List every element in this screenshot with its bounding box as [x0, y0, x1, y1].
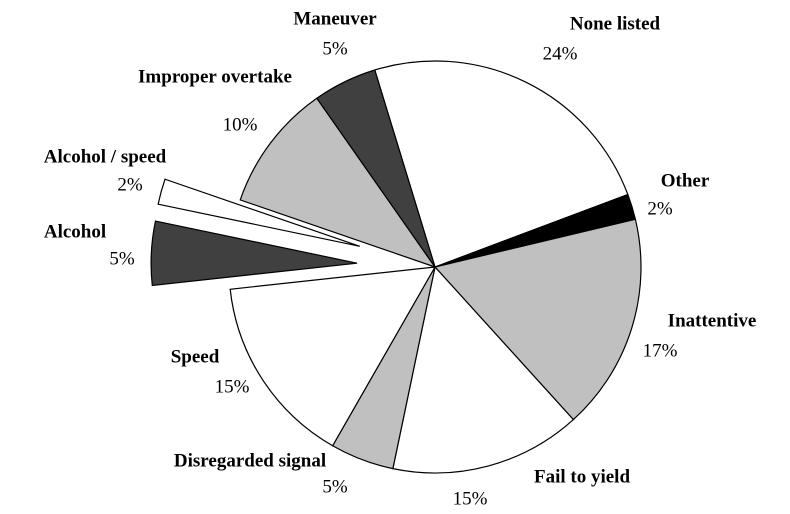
slice-value-label: 2%	[117, 174, 143, 195]
slice-value-label: 24%	[543, 43, 578, 64]
slice-value-label: 5%	[322, 38, 348, 59]
slice-value-label: 10%	[223, 114, 258, 135]
pie-slice	[229, 266, 437, 447]
slice-label: Improper overtake	[138, 66, 292, 87]
pie-slice	[150, 220, 358, 287]
slice-label: Speed	[171, 346, 220, 367]
slice-value-label: 5%	[322, 476, 348, 497]
slice-value-label: 17%	[643, 340, 678, 361]
pie-slice	[433, 218, 642, 421]
slice-label: Alcohol / speed	[44, 146, 167, 167]
slice-label: Fail to yield	[534, 466, 630, 487]
pie-slice	[374, 60, 629, 268]
pie-slice	[157, 178, 360, 247]
slice-label: None listed	[570, 13, 661, 34]
slice-label: Other	[661, 170, 710, 191]
slice-label: Alcohol	[44, 221, 106, 242]
slice-value-label: 15%	[453, 488, 488, 509]
slice-value-label: 5%	[109, 248, 135, 269]
pie-slice	[392, 265, 575, 474]
slice-label: Disregarded signal	[174, 450, 326, 471]
pie-slice	[316, 69, 436, 268]
slice-value-label: 2%	[647, 198, 673, 219]
slice-value-label: 15%	[215, 376, 250, 397]
slice-label: Maneuver	[293, 8, 377, 29]
slice-label: Inattentive	[668, 310, 757, 331]
pie-slice	[239, 97, 437, 269]
